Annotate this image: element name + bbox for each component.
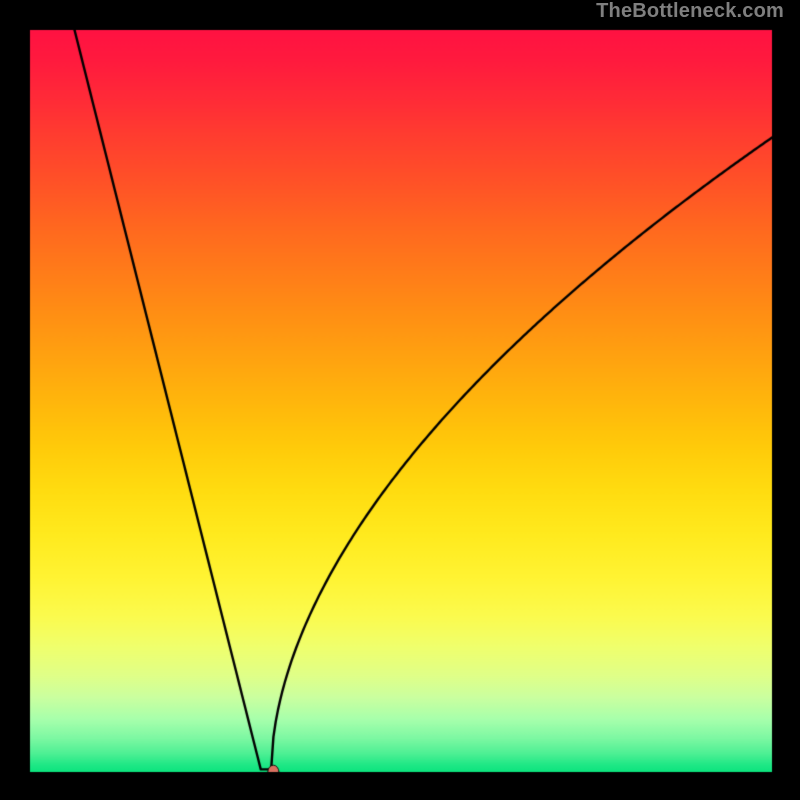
watermark-text: TheBottleneck.com — [596, 0, 784, 23]
bottleneck-chart — [0, 0, 800, 800]
